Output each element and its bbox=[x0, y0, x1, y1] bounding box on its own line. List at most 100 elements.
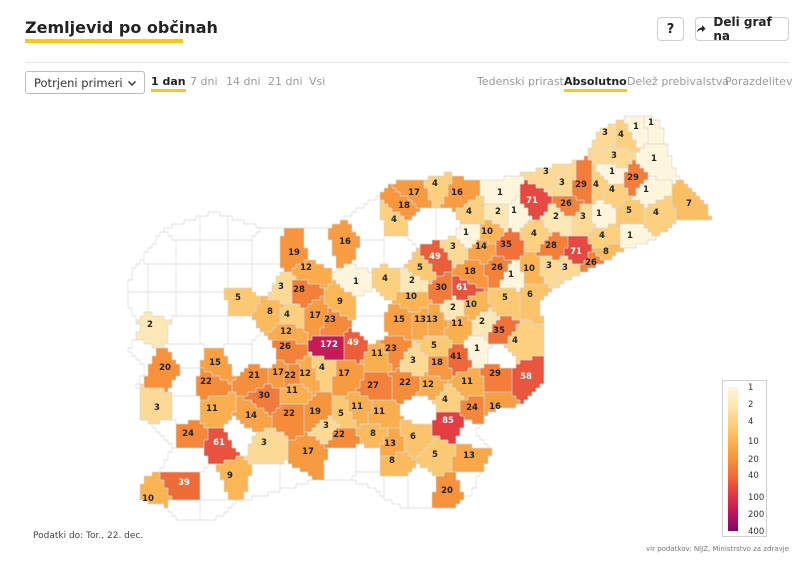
municipality-region[interactable] bbox=[480, 176, 524, 204]
municipality-region[interactable] bbox=[324, 428, 360, 448]
metric-select[interactable]: Potrjeni primeri bbox=[25, 71, 145, 94]
municipality-region[interactable] bbox=[200, 212, 228, 240]
municipality-region[interactable] bbox=[296, 356, 320, 396]
municipality-region[interactable] bbox=[168, 316, 200, 344]
municipality-region[interactable] bbox=[484, 256, 512, 288]
municipality-region[interactable] bbox=[380, 428, 404, 456]
municipality-region[interactable] bbox=[356, 424, 388, 448]
municipality-region[interactable] bbox=[268, 272, 296, 304]
municipality-region[interactable] bbox=[416, 336, 452, 356]
share-button[interactable]: Deli graf na bbox=[695, 15, 789, 43]
municipality-region[interactable] bbox=[412, 308, 428, 340]
municipality-region[interactable] bbox=[164, 216, 200, 240]
municipality-region[interactable] bbox=[380, 200, 408, 236]
municipality-region[interactable] bbox=[176, 240, 200, 264]
municipality-region[interactable] bbox=[440, 176, 480, 212]
municipality-region[interactable] bbox=[464, 292, 492, 320]
municipality-region[interactable] bbox=[408, 208, 436, 248]
municipality-region[interactable] bbox=[308, 336, 344, 360]
municipality-region[interactable] bbox=[164, 344, 204, 368]
tab-delez-prebivalstva[interactable]: Delež prebivalstva bbox=[627, 75, 730, 88]
tab-porazdelitev[interactable]: Porazdelitev bbox=[725, 75, 793, 88]
municipality-region[interactable] bbox=[392, 292, 432, 312]
tab-absolutno[interactable]: Absolutno bbox=[564, 75, 627, 92]
municipality-region[interactable] bbox=[372, 264, 400, 300]
municipality-region[interactable] bbox=[520, 164, 564, 192]
municipality-region[interactable] bbox=[384, 476, 408, 508]
municipality-region[interactable] bbox=[380, 184, 420, 220]
municipality-region[interactable] bbox=[356, 372, 392, 400]
municipality-region[interactable] bbox=[228, 216, 260, 240]
municipality-region[interactable] bbox=[176, 264, 200, 292]
municipality-region[interactable] bbox=[200, 264, 228, 292]
municipality-region[interactable] bbox=[304, 296, 328, 340]
tab-1-dan[interactable]: 1 dan bbox=[151, 75, 186, 92]
municipality-region[interactable] bbox=[452, 260, 488, 292]
municipality-region[interactable] bbox=[484, 204, 508, 232]
municipality-region[interactable] bbox=[400, 420, 436, 460]
municipality-region[interactable] bbox=[280, 304, 304, 328]
municipality-region[interactable] bbox=[272, 340, 308, 364]
municipality-region[interactable] bbox=[136, 312, 172, 348]
municipality-region[interactable] bbox=[416, 436, 456, 476]
municipality-region[interactable] bbox=[436, 208, 460, 240]
municipality-region[interactable] bbox=[204, 428, 240, 464]
municipality-region[interactable] bbox=[172, 396, 200, 424]
municipality-region[interactable] bbox=[344, 196, 384, 240]
municipality-region[interactable] bbox=[252, 264, 284, 296]
municipality-region[interactable] bbox=[456, 472, 480, 496]
municipality-region[interactable] bbox=[304, 392, 332, 432]
municipality-region[interactable] bbox=[484, 392, 520, 416]
municipality-region[interactable] bbox=[168, 500, 200, 520]
municipality-region[interactable] bbox=[520, 284, 552, 324]
municipality-region[interactable] bbox=[564, 236, 592, 264]
municipality-region[interactable] bbox=[228, 240, 252, 264]
municipality-region[interactable] bbox=[160, 448, 208, 472]
municipality-region[interactable] bbox=[408, 464, 436, 508]
municipality-region[interactable] bbox=[572, 156, 592, 204]
municipality-region[interactable] bbox=[480, 364, 512, 392]
municipality-region[interactable] bbox=[368, 400, 404, 428]
municipality-region[interactable] bbox=[504, 320, 544, 364]
municipality-region[interactable] bbox=[424, 172, 452, 208]
municipality-region[interactable] bbox=[160, 472, 200, 500]
municipality-region[interactable] bbox=[200, 292, 228, 316]
municipality-region[interactable] bbox=[244, 464, 280, 500]
municipality-region[interactable] bbox=[480, 220, 504, 244]
municipality-region[interactable] bbox=[536, 232, 568, 260]
municipality-region[interactable] bbox=[200, 316, 228, 348]
municipality-region[interactable] bbox=[588, 144, 636, 168]
municipality-region[interactable] bbox=[580, 252, 604, 272]
municipality-region[interactable] bbox=[268, 324, 308, 344]
municipality-region[interactable] bbox=[644, 196, 676, 236]
municipality-region[interactable] bbox=[292, 280, 324, 308]
municipality-region[interactable] bbox=[392, 180, 432, 208]
municipality-region[interactable] bbox=[128, 260, 148, 292]
municipality-region[interactable] bbox=[352, 316, 388, 344]
municipality-region[interactable] bbox=[452, 444, 492, 472]
municipality-region[interactable] bbox=[244, 428, 288, 464]
municipality-region[interactable] bbox=[200, 500, 236, 520]
municipality-region[interactable] bbox=[400, 396, 436, 424]
municipality-region[interactable] bbox=[272, 404, 304, 440]
municipality-region[interactable] bbox=[196, 368, 232, 400]
municipality-region[interactable] bbox=[644, 116, 664, 144]
municipality-region[interactable] bbox=[456, 196, 484, 224]
municipality-region[interactable] bbox=[620, 224, 656, 248]
municipality-region[interactable] bbox=[200, 240, 228, 264]
municipality-region[interactable] bbox=[636, 144, 680, 184]
municipality-region[interactable] bbox=[216, 456, 252, 500]
municipality-region[interactable] bbox=[252, 228, 284, 264]
municipality-region[interactable] bbox=[200, 348, 236, 384]
tab-tedenski-prirast[interactable]: Tedenski prirast bbox=[477, 75, 564, 88]
municipality-region[interactable] bbox=[380, 452, 416, 476]
municipality-region[interactable] bbox=[488, 344, 516, 368]
municipality-region[interactable] bbox=[152, 420, 176, 448]
tab-21-dni[interactable]: 21 dni bbox=[268, 75, 303, 88]
municipality-region[interactable] bbox=[280, 460, 312, 488]
municipality-region[interactable] bbox=[624, 160, 648, 196]
municipality-region[interactable] bbox=[148, 292, 176, 320]
municipality-region[interactable] bbox=[468, 240, 496, 264]
municipality-region[interactable] bbox=[324, 448, 356, 480]
tab-14-dni[interactable]: 14 dni bbox=[226, 75, 261, 88]
